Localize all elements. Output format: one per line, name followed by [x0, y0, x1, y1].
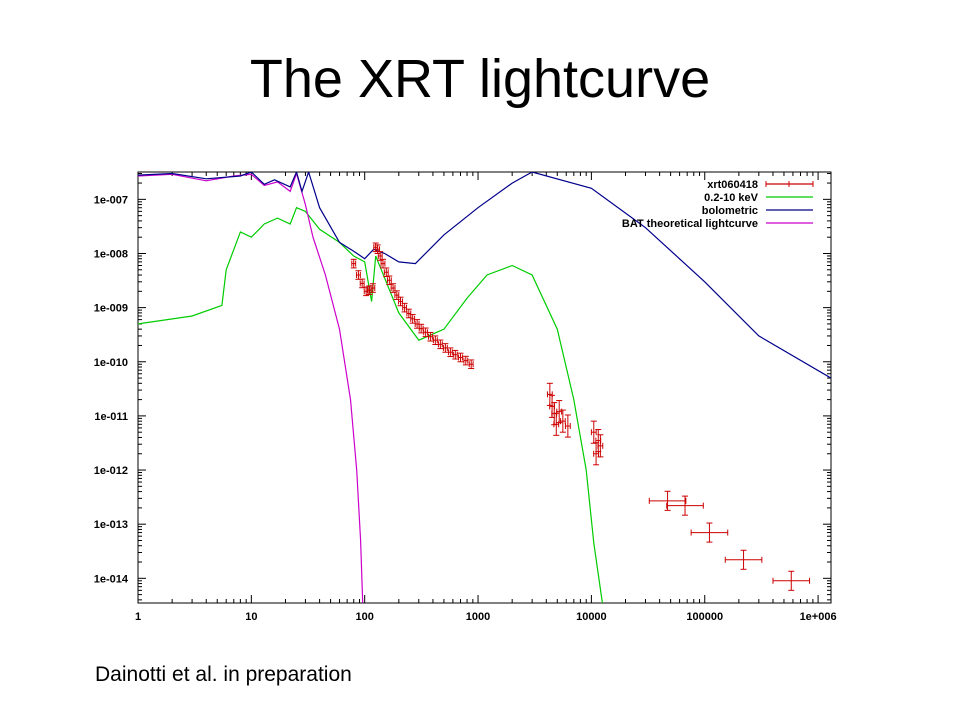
x-tick-label: 10000 — [576, 611, 607, 623]
y-tick-label: 1e-011 — [94, 411, 128, 423]
y-tick-label: 1e-008 — [94, 248, 128, 260]
data-point — [374, 244, 381, 254]
data-point — [386, 275, 393, 286]
data-point — [690, 522, 729, 543]
y-tick-label: 1e-013 — [94, 519, 128, 531]
data-point — [383, 267, 390, 278]
y-tick-label: 1e-007 — [94, 194, 128, 206]
x-tick-label: 1e+006 — [800, 611, 837, 623]
y-tick-label: 1e-009 — [94, 303, 128, 315]
data-series — [138, 172, 831, 603]
data-point — [369, 283, 376, 293]
data-point — [432, 335, 439, 346]
data-point — [462, 355, 469, 366]
legend-label: bolometric — [702, 205, 758, 217]
legend-label: xrt060418 — [707, 179, 758, 191]
data-point — [377, 251, 384, 261]
data-point — [350, 258, 357, 269]
data-point — [355, 270, 362, 280]
plot-frame — [137, 171, 832, 604]
data-point — [457, 352, 464, 363]
legend-label: BAT theoretical lightcurve — [622, 218, 758, 230]
data-point — [437, 339, 444, 350]
data-point — [564, 414, 571, 438]
y-tick-label: 1e-014 — [94, 573, 129, 585]
x-tick-label: 100 — [356, 611, 374, 623]
series-line-0-2-10-kev — [138, 206, 603, 603]
x-tick-label: 10 — [245, 611, 257, 623]
y-tick-label: 1e-012 — [94, 465, 128, 477]
data-point — [418, 323, 425, 334]
data-point — [427, 331, 434, 342]
data-point — [359, 278, 366, 289]
data-point — [409, 314, 416, 324]
data-point — [442, 343, 449, 353]
legend-label: 0.2-10 keV — [704, 192, 758, 204]
y-tick-label: 1e-010 — [94, 357, 128, 369]
data-point — [597, 434, 604, 458]
data-point — [452, 349, 459, 360]
x-tick-label: 1 — [135, 611, 141, 623]
data-point — [390, 283, 397, 293]
series-line-bolometric — [138, 172, 831, 379]
data-point — [590, 420, 597, 444]
data-point — [468, 359, 475, 370]
data-point — [593, 442, 600, 466]
data-point — [648, 490, 687, 511]
data-point — [379, 258, 386, 269]
data-point — [363, 286, 370, 297]
data-point — [559, 409, 566, 433]
axes: 1 10 100 1000 10000 100000 1e+006 1e-014 1e-013 1… — [94, 172, 837, 623]
x-tick-label: 1000 — [466, 611, 490, 623]
data-point — [772, 570, 811, 591]
data-point — [666, 495, 704, 516]
caption: Dainotti et al. in preparation — [95, 663, 352, 686]
data-point — [414, 319, 421, 329]
data-point — [724, 549, 763, 570]
x-tick-label: 100000 — [686, 611, 723, 623]
slide-title: The XRT lightcurve — [249, 49, 711, 109]
